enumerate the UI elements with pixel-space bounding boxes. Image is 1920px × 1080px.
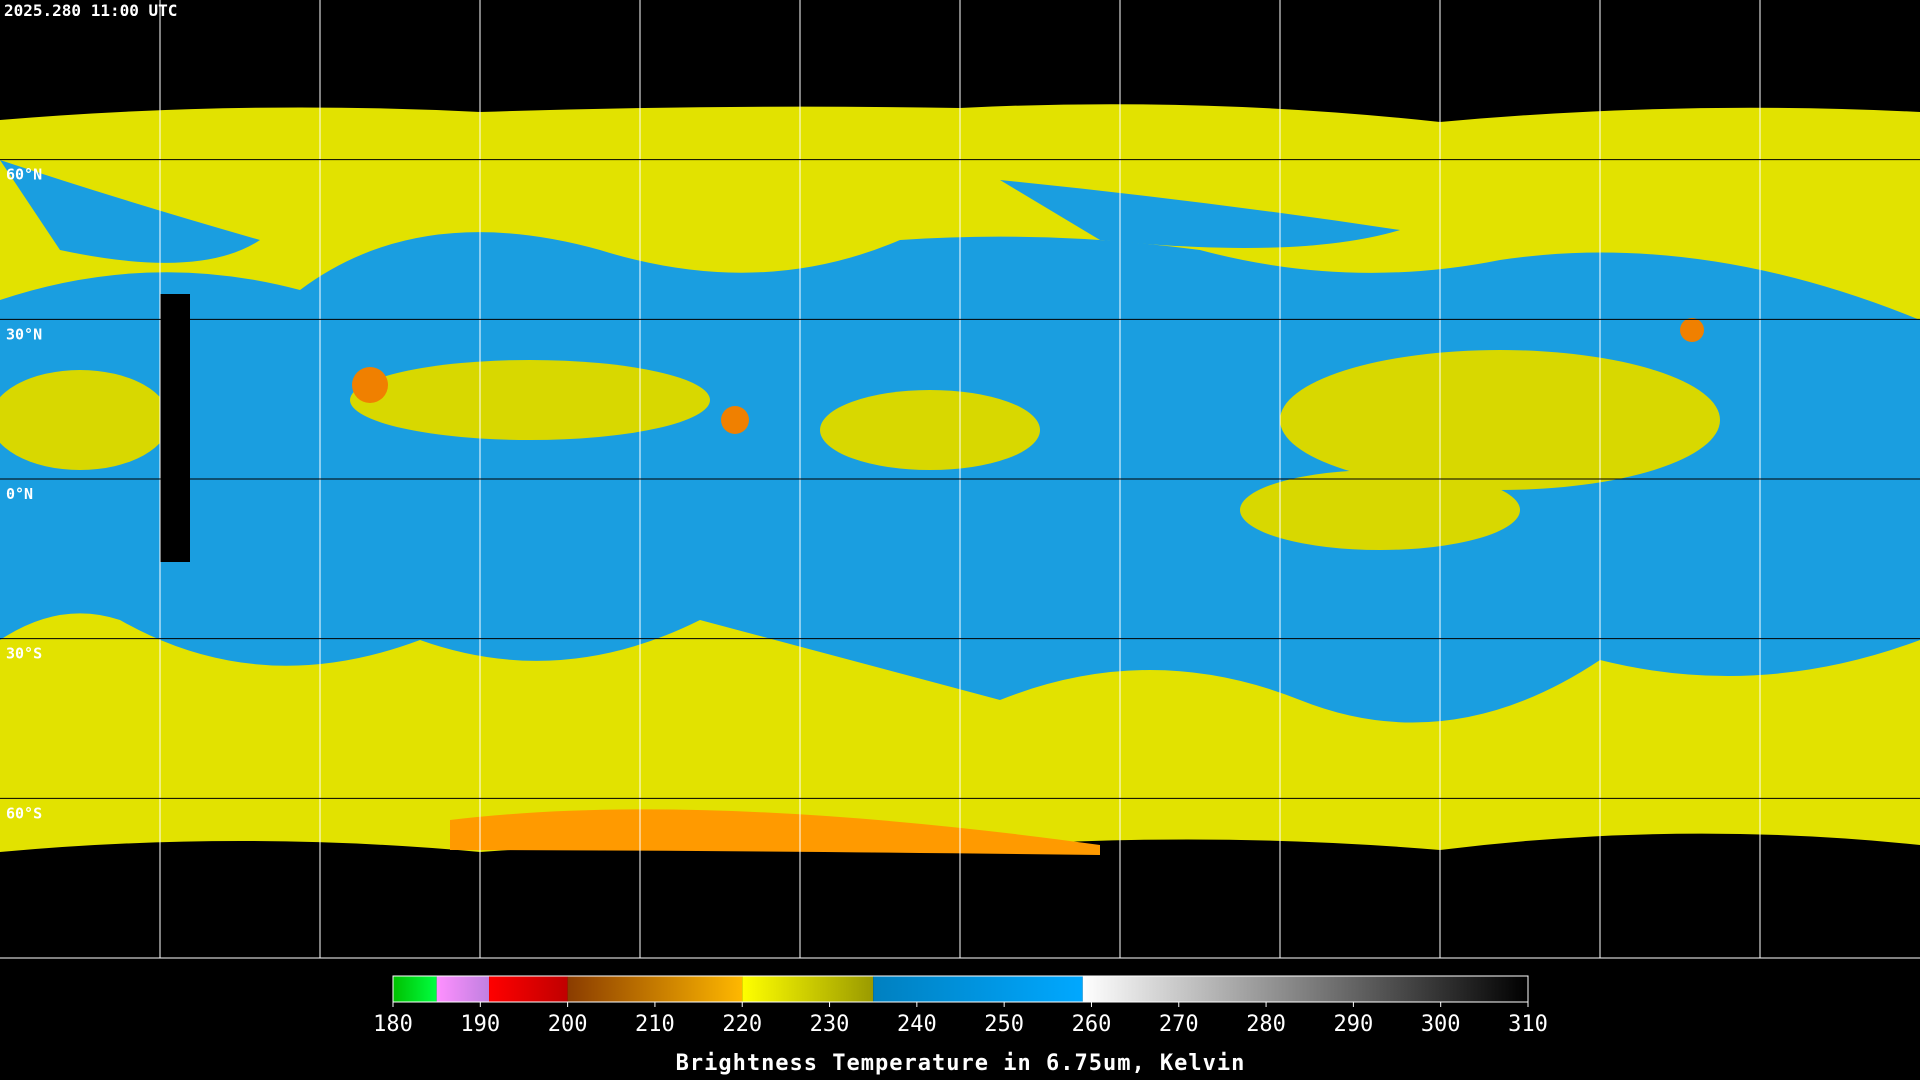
colorbar-tick-label: 180 — [373, 1012, 413, 1037]
colorbar-caption: Brightness Temperature in 6.75um, Kelvin — [676, 1051, 1246, 1076]
colorbar-tick-label: 250 — [984, 1012, 1024, 1037]
colorbar-segment — [1082, 976, 1528, 1002]
colorbar-segment — [489, 976, 568, 1002]
colorbar-tick-label: 210 — [635, 1012, 675, 1037]
colorbar-tick-label: 190 — [460, 1012, 500, 1037]
colorbar-segment — [873, 976, 1083, 1002]
colorbar-segment — [436, 976, 490, 1002]
dry-patch — [0, 160, 260, 263]
colorbar-tick-label: 240 — [897, 1012, 937, 1037]
convection — [820, 390, 1040, 470]
colorbar-tick-label: 310 — [1508, 1012, 1548, 1037]
graticule — [0, 0, 1920, 959]
colorbar-segment — [393, 976, 437, 1002]
latitude-label: 30°S — [6, 645, 42, 663]
storm — [1680, 318, 1704, 342]
convection — [350, 360, 710, 440]
colorbar-tick-label: 280 — [1246, 1012, 1286, 1037]
colorbar-tick-label: 220 — [722, 1012, 762, 1037]
convection — [1240, 470, 1520, 550]
colorbar-tick-label: 230 — [810, 1012, 850, 1037]
cold-area — [450, 809, 1100, 855]
data-gap — [160, 294, 190, 562]
latitude-label: 0°N — [6, 485, 33, 503]
convection — [1280, 350, 1720, 490]
latitude-label: 60°S — [6, 804, 42, 822]
timestamp: 2025.280 11:00 UTC — [4, 1, 177, 20]
dry-patch — [1000, 180, 1400, 248]
colorbar-tick-label: 260 — [1072, 1012, 1112, 1037]
colorbar-segment — [567, 976, 743, 1002]
convection — [0, 370, 170, 470]
colorbar-tick-label: 270 — [1159, 1012, 1199, 1037]
colorbar-tick-label: 200 — [548, 1012, 588, 1037]
colorbar: 180 190 200 210 220 230 240 250 260 270 280 290 300 3… — [373, 975, 1548, 1076]
colorbar-tick-label: 300 — [1421, 1012, 1461, 1037]
storm — [352, 367, 388, 403]
colorbar-tick-label: 290 — [1334, 1012, 1374, 1037]
colorbar-frame — [392, 975, 1529, 1003]
latitude-label: 30°N — [6, 325, 42, 343]
storm — [721, 406, 749, 434]
latitude-label: 60°N — [6, 166, 42, 184]
colorbar-segment — [742, 976, 874, 1002]
latitude-labels: 60°N 30°N 0°N 30°S 60°S — [6, 166, 42, 823]
